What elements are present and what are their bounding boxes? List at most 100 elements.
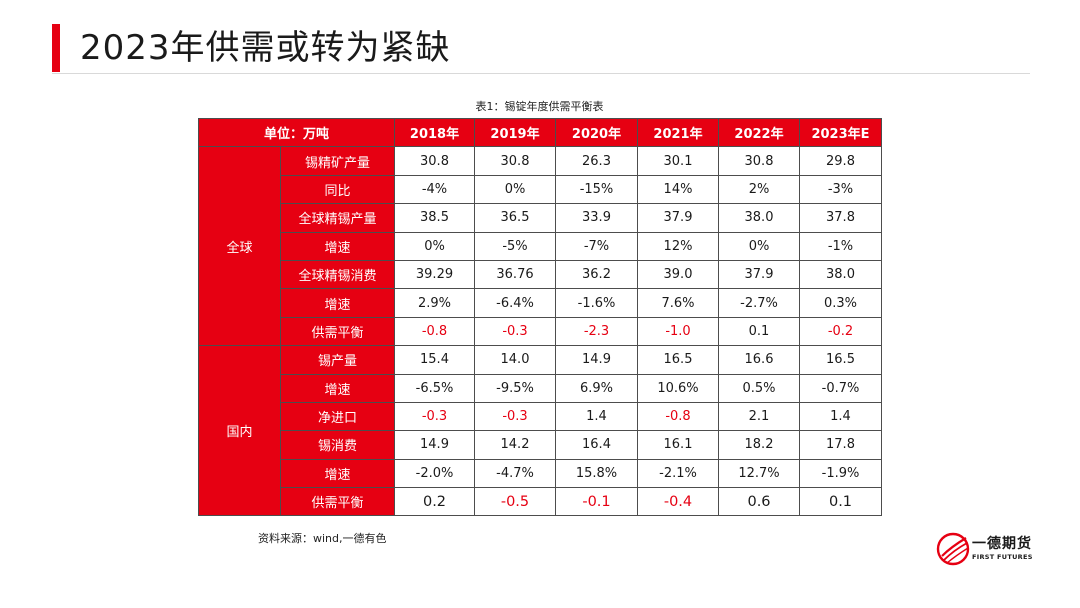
metric-label-cell: 锡消费 [280, 430, 395, 460]
metric-label-cell: 供需平衡 [280, 487, 395, 517]
table-row: 全球 锡精矿产量 30.8 30.8 26.3 30.1 30.8 29.8 [198, 146, 882, 347]
value-cell: 6.9% [555, 373, 638, 403]
value-cell: 17.8 [799, 430, 882, 460]
value-cell: -0.4 [637, 487, 719, 517]
value-cell: 14.9 [394, 430, 475, 460]
value-cell: -1.6% [555, 288, 638, 318]
value-cell: -2.0% [394, 458, 475, 489]
value-cell: -3% [799, 174, 882, 205]
logo-text-cn: 一德期货 [972, 536, 1032, 552]
table-row: 增速 -2.0% -4.7% 15.8% -2.1% 12.7% -1.9% [199, 458, 882, 489]
value-cell: 37.9 [718, 259, 800, 290]
year-header: 2022年 [718, 117, 800, 148]
value-cell: 33.9 [555, 203, 638, 233]
value-cell: -0.2 [799, 316, 882, 347]
value-cell: -1.0 [637, 316, 719, 347]
value-cell: 2.1 [718, 401, 800, 432]
value-cell: 36.2 [555, 259, 638, 290]
year-header: 2018年 [394, 117, 475, 148]
value-cell: 30.1 [637, 146, 719, 176]
value-cell: -0.3 [394, 401, 475, 432]
unit-header: 单位：万吨 [198, 117, 395, 148]
value-cell: -1.9% [799, 458, 882, 489]
value-cell: 36.76 [474, 259, 556, 290]
table-row: 净进口 -0.3 -0.3 1.4 -0.8 2.1 1.4 [199, 401, 882, 432]
metric-label-cell: 同比 [280, 174, 395, 205]
table-header-row: 单位：万吨 2018年 2019年 2020年 2021年 2022年 2023… [198, 117, 882, 148]
value-cell: -9.5% [474, 373, 556, 403]
value-cell: 7.6% [637, 288, 719, 318]
logo-text-en: FIRST FUTURES [972, 553, 1033, 561]
value-cell: 36.5 [474, 203, 556, 233]
value-cell: -15% [555, 174, 638, 205]
metric-label-cell: 净进口 [280, 401, 395, 432]
value-cell: 16.5 [637, 345, 719, 375]
value-cell: -0.1 [555, 487, 638, 517]
metric-label-cell: 增速 [280, 373, 395, 403]
table-body: 全球 锡精矿产量 30.8 30.8 26.3 30.1 30.8 29.8 同比 -4% 0% -1… [198, 146, 882, 517]
value-cell: 30.8 [718, 146, 800, 176]
value-cell: 12.7% [718, 458, 800, 489]
company-logo: 一德期货 FIRST FUTURES [936, 530, 1036, 570]
source-note: 资料来源：wind,一德有色 [258, 532, 387, 545]
value-cell: 16.5 [799, 345, 882, 375]
value-cell: -5% [474, 231, 556, 261]
value-cell: 1.4 [555, 401, 638, 432]
value-cell: 2% [718, 174, 800, 205]
metric-label-cell: 增速 [280, 458, 395, 489]
slide-title: 2023年供需或转为紧缺 [80, 28, 451, 68]
value-cell: 14.0 [474, 345, 556, 375]
value-cell: 38.0 [718, 203, 800, 233]
supply-demand-table: 单位：万吨 2018年 2019年 2020年 2021年 2022年 2023… [198, 117, 882, 517]
value-cell: -2.7% [718, 288, 800, 318]
table-row: 供需平衡 0.2 -0.5 -0.1 -0.4 0.6 0.1 [199, 487, 882, 517]
year-header: 2021年 [637, 117, 719, 148]
metric-label-cell: 全球精锡消费 [280, 259, 395, 290]
value-cell: 14.9 [555, 345, 638, 375]
value-cell: 0.1 [799, 487, 882, 517]
year-header: 2019年 [474, 117, 556, 148]
table-row: 增速 0% -5% -7% 12% 0% -1% [199, 231, 882, 261]
table-row: 全球精锡产量 38.5 36.5 33.9 37.9 38.0 37.8 [199, 203, 882, 233]
value-cell: 12% [637, 231, 719, 261]
table-row: 增速 -6.5% -9.5% 6.9% 10.6% 0.5% -0.7% [199, 373, 882, 403]
value-cell: 0.1 [718, 316, 800, 347]
first-futures-logo-icon [936, 532, 970, 566]
title-divider [52, 73, 1030, 74]
metric-label-cell: 供需平衡 [280, 316, 395, 347]
value-cell: 39.0 [637, 259, 719, 290]
value-cell: 0% [718, 231, 800, 261]
value-cell: -7% [555, 231, 638, 261]
value-cell: 0% [394, 231, 475, 261]
value-cell: 0% [474, 174, 556, 205]
region-group-cell: 国内 [198, 345, 281, 517]
value-cell: 14% [637, 174, 719, 205]
year-header: 2020年 [555, 117, 638, 148]
region-group-cell: 全球 [198, 146, 281, 347]
value-cell: -0.8 [637, 401, 719, 432]
value-cell: 10.6% [637, 373, 719, 403]
value-cell: 26.3 [555, 146, 638, 176]
value-cell: 0.3% [799, 288, 882, 318]
metric-label-cell: 全球精锡产量 [280, 203, 395, 233]
table-caption: 表1：锡锭年度供需平衡表 [475, 100, 604, 113]
value-cell: 14.2 [474, 430, 556, 460]
table-row: 同比 -4% 0% -15% 14% 2% -3% [199, 174, 882, 205]
value-cell: 16.6 [718, 345, 800, 375]
value-cell: 15.4 [394, 345, 475, 375]
value-cell: 16.1 [637, 430, 719, 460]
value-cell: 2.9% [394, 288, 475, 318]
metric-label-cell: 增速 [280, 288, 395, 318]
title-accent-bar [52, 24, 60, 72]
value-cell: 39.29 [394, 259, 475, 290]
value-cell: -6.5% [394, 373, 475, 403]
value-cell: -0.3 [474, 316, 556, 347]
value-cell: 0.5% [718, 373, 800, 403]
value-cell: -1% [799, 231, 882, 261]
value-cell: 0.2 [394, 487, 475, 517]
value-cell: -6.4% [474, 288, 556, 318]
value-cell: -2.1% [637, 458, 719, 489]
value-cell: 37.9 [637, 203, 719, 233]
value-cell: 30.8 [394, 146, 475, 176]
value-cell: 29.8 [799, 146, 882, 176]
